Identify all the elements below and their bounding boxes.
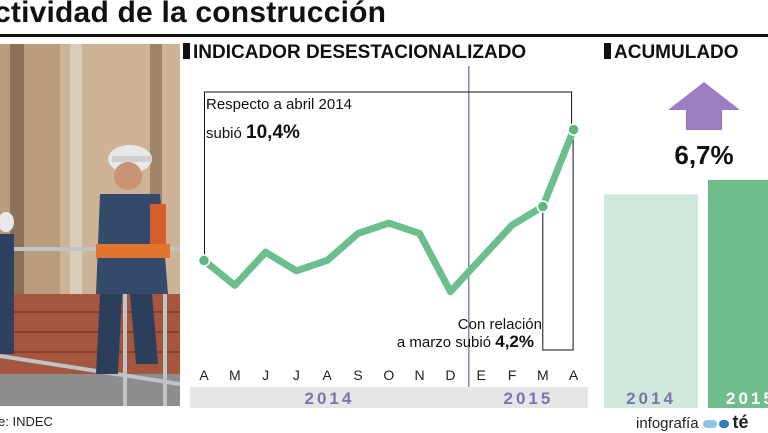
annotation-bottom-prefix: a marzo subió — [397, 334, 495, 351]
bar-2015 — [708, 179, 768, 408]
credit-prefix: infografía — [636, 415, 699, 432]
x-tick-label: D — [445, 367, 455, 383]
x-tick-label: A — [569, 367, 579, 383]
page-title: ctividad de la construcción — [0, 0, 387, 29]
annotation-top-value: 10,4% — [246, 122, 300, 143]
credit-brand: té — [732, 412, 749, 432]
data-point-marker — [197, 254, 211, 267]
data-point-marker — [536, 200, 550, 213]
annotation-bracket-march — [542, 129, 574, 351]
year-band — [190, 387, 588, 408]
annotation-top-line2: subió 10,4% — [206, 122, 300, 143]
line-panel-title: INDICADOR DESESTACIONALIZADO — [183, 42, 526, 64]
source-note: e: INDEC — [0, 414, 53, 429]
title-marker — [183, 43, 190, 59]
annotation-bracket-april — [204, 91, 573, 261]
acc-panel-title-text: ACUMULADO — [614, 42, 739, 63]
data-point-marker — [567, 123, 580, 136]
x-tick-label: O — [383, 367, 394, 383]
x-tick-label: F — [508, 367, 517, 383]
bar-2014 — [604, 194, 698, 408]
chart-area: 2014 2015 A M J J A S O N D E F M A Respecto a abril 20… — [190, 66, 768, 408]
acc-panel-title: ACUMULADO — [604, 42, 739, 64]
logo-wave-icon — [702, 420, 717, 428]
annotation-bottom-line1: Con relación — [458, 316, 542, 333]
x-tick-label: A — [323, 367, 333, 383]
annotation-bottom-value: 4,2% — [495, 332, 534, 351]
credit-label: infografía té — [636, 412, 749, 433]
photo-illustration — [0, 44, 180, 406]
line-panel-title-text: INDICADOR DESESTACIONALIZADO — [193, 42, 527, 63]
x-tick-label: J — [262, 367, 269, 383]
series-line — [200, 126, 578, 296]
x-tick-label: A — [199, 367, 209, 383]
annotation-top-line1: Respecto a abril 2014 — [206, 96, 352, 113]
year-label-2015: 2015 — [503, 389, 553, 408]
year-label-2014: 2014 — [304, 389, 354, 408]
x-tick-label: M — [537, 367, 549, 383]
x-tick-label: M — [229, 367, 241, 383]
x-tick-label: S — [353, 367, 362, 383]
annotation-top-prefix: subió — [206, 125, 246, 142]
up-arrow-icon — [668, 82, 740, 130]
bar-category-label: 2014 — [626, 389, 676, 408]
x-tick-label: E — [477, 367, 486, 383]
accumulated-value: 6,7% — [674, 140, 733, 170]
annotation-bottom-line2: a marzo subió 4,2% — [397, 332, 534, 351]
title-marker — [604, 43, 611, 59]
logo-wave-icon — [718, 420, 729, 428]
construction-workers-photo — [0, 44, 180, 406]
x-tick-label: J — [293, 367, 300, 383]
x-tick-label: N — [415, 367, 425, 383]
bar-category-label: 2015 — [726, 389, 768, 408]
title-rule — [0, 34, 768, 37]
